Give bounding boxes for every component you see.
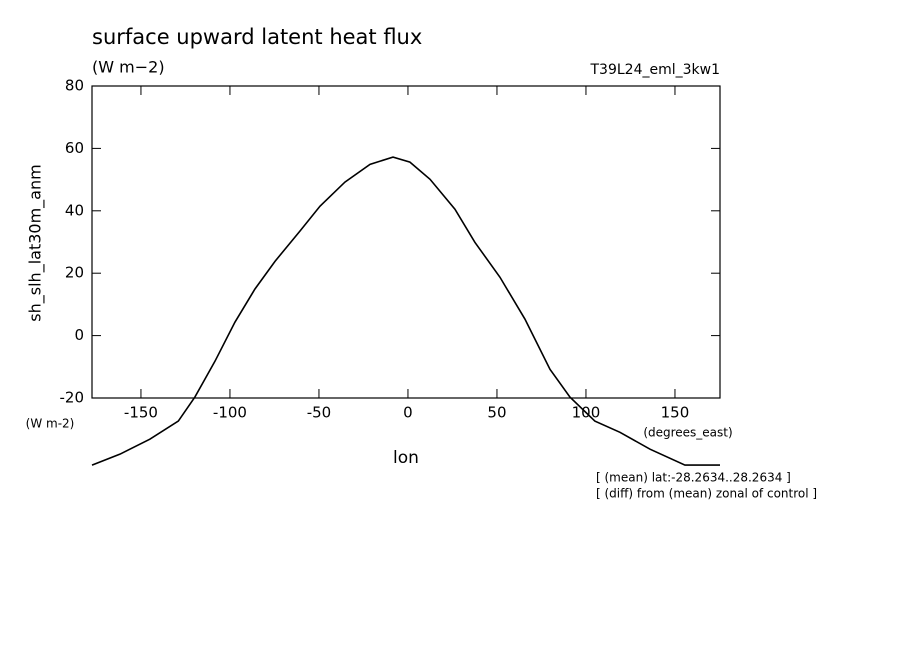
x-units: (degrees_east) [643, 426, 732, 440]
data-line [91, 156, 720, 466]
x-tick-label: 50 [487, 404, 506, 422]
x-tick-label: -100 [213, 404, 247, 422]
dataset-label: T39L24_eml_3kw1 [590, 62, 721, 78]
y-units: (W m-2) [26, 417, 75, 431]
x-tick-label: 150 [661, 404, 690, 422]
note: [ (mean) lat:-28.2634..28.2634 ] [596, 471, 791, 485]
x-tick-label: 0 [403, 404, 413, 422]
chart-title: surface upward latent heat flux [92, 25, 422, 49]
y-tick-label: -20 [60, 389, 85, 407]
y-tick-label: 80 [65, 77, 84, 95]
plot-frame [91, 85, 721, 399]
note: [ (diff) from (mean) zonal of control ] [596, 487, 817, 501]
subtitle: (W m−2) [92, 58, 165, 77]
y-tick-label: 60 [65, 139, 84, 157]
x-tick-label: -50 [307, 404, 332, 422]
y-tick-label: 40 [65, 201, 84, 219]
y-axis-label: sh_slh_lat30m_anm [26, 164, 46, 321]
y-tick-label: 20 [65, 264, 84, 282]
y-tick-label: 0 [74, 326, 84, 344]
x-axis-label: lon [393, 448, 419, 468]
x-tick-label: -150 [124, 404, 158, 422]
